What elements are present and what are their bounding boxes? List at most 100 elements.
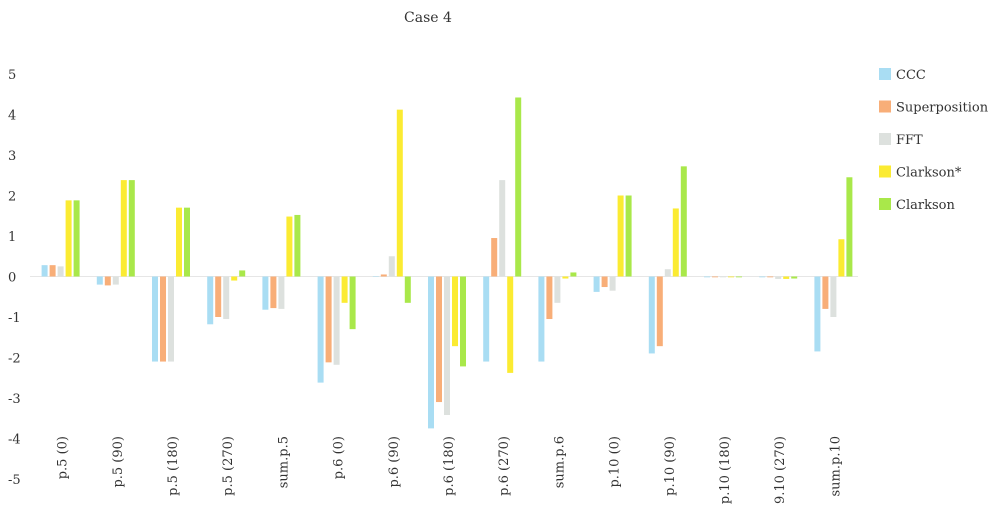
bar xyxy=(712,276,718,278)
legend-label: Clarkson xyxy=(896,198,955,213)
legend-swatch xyxy=(879,133,891,145)
x-tick-label: p.6 (180) xyxy=(442,436,457,496)
bar xyxy=(349,276,356,330)
bar xyxy=(333,276,340,365)
y-tick-label: 1 xyxy=(8,230,16,245)
bar xyxy=(388,256,395,277)
x-tick-label: p.6 (0) xyxy=(332,436,347,479)
bar xyxy=(207,276,214,325)
y-tick-label: -5 xyxy=(8,473,21,488)
bar xyxy=(838,239,845,277)
bar xyxy=(215,276,222,317)
bar xyxy=(184,207,190,277)
y-tick-label: -1 xyxy=(8,311,21,326)
bar xyxy=(846,177,853,277)
bar xyxy=(570,272,577,277)
legend-label: Clarkson* xyxy=(896,166,962,181)
bar xyxy=(767,276,774,278)
bar xyxy=(736,276,742,278)
bar xyxy=(791,276,798,279)
x-tick-label: p.5 (0) xyxy=(56,436,71,479)
bar xyxy=(554,276,561,303)
legend-label: CCC xyxy=(896,68,926,83)
bar xyxy=(341,276,348,303)
x-tick-label: sum.p.5 xyxy=(276,436,291,488)
x-tick-label: p.5 (270) xyxy=(221,436,236,496)
bar xyxy=(814,276,821,352)
bar xyxy=(239,270,246,277)
bar xyxy=(593,276,600,292)
bar xyxy=(57,266,64,277)
bar xyxy=(452,276,458,347)
bar xyxy=(491,238,498,277)
x-tick-label: p.6 (90) xyxy=(387,436,402,488)
bar xyxy=(562,276,569,279)
x-tick-label: p.10 (90) xyxy=(663,436,678,496)
y-tick-label: -3 xyxy=(8,392,21,407)
bar xyxy=(404,276,411,303)
legend-swatch xyxy=(879,100,891,113)
bar xyxy=(704,276,710,278)
bar xyxy=(460,276,466,367)
bar xyxy=(65,200,72,277)
bar xyxy=(286,216,293,277)
bar xyxy=(759,276,766,278)
bar xyxy=(656,276,663,347)
bar xyxy=(783,276,790,279)
bar xyxy=(120,180,127,277)
bar xyxy=(609,276,616,291)
legend-label: FFT xyxy=(896,133,923,148)
bar xyxy=(672,208,679,277)
bar xyxy=(278,276,285,309)
bar xyxy=(775,276,782,279)
bar xyxy=(601,276,608,288)
bar xyxy=(625,195,632,277)
bar xyxy=(160,276,166,362)
x-tick-label: p.5 (180) xyxy=(166,436,181,496)
x-tick-label: p.10 (180) xyxy=(718,436,733,504)
x-tick-label: p.6 (270) xyxy=(497,436,512,496)
bar xyxy=(830,276,837,317)
bar xyxy=(515,97,522,277)
bar xyxy=(49,265,56,277)
bar xyxy=(538,276,545,362)
bar xyxy=(444,276,450,416)
y-tick-label: -2 xyxy=(8,352,21,367)
bar xyxy=(112,276,119,285)
bar xyxy=(822,276,829,309)
bar xyxy=(648,276,655,354)
bar xyxy=(231,276,238,281)
bar xyxy=(262,276,269,310)
bar xyxy=(41,265,48,277)
bar xyxy=(223,276,230,320)
y-tick-label: 2 xyxy=(8,190,16,205)
bar xyxy=(168,276,174,362)
bar xyxy=(372,276,379,277)
bar xyxy=(317,276,324,383)
bar xyxy=(720,276,726,278)
legend-swatch xyxy=(879,165,891,178)
bar xyxy=(436,276,442,403)
bar xyxy=(176,207,182,277)
bar xyxy=(664,269,671,277)
bar xyxy=(617,195,624,277)
x-tick-label: 9.10 (270) xyxy=(773,436,788,504)
bar xyxy=(380,274,387,277)
y-tick-label: 0 xyxy=(8,271,16,286)
chart-title: Case 4 xyxy=(404,10,452,26)
bar xyxy=(483,276,490,362)
bar xyxy=(507,276,514,373)
bar xyxy=(499,180,506,277)
legend-swatch xyxy=(879,68,891,80)
bar xyxy=(104,276,111,286)
x-axis: p.5 (0) p.5 (90) p.5 (180) p.5 (270) sum.p.5… xyxy=(56,436,844,504)
x-tick-label: p.10 (0) xyxy=(608,436,623,488)
x-tick-label: p.5 (90) xyxy=(111,436,126,488)
x-tick-label: sum.p.10 xyxy=(828,436,843,497)
bar xyxy=(294,214,301,277)
bar xyxy=(396,109,403,277)
bar xyxy=(728,276,734,278)
y-tick-label: 4 xyxy=(8,109,16,124)
y-tick-label: -4 xyxy=(8,433,21,448)
